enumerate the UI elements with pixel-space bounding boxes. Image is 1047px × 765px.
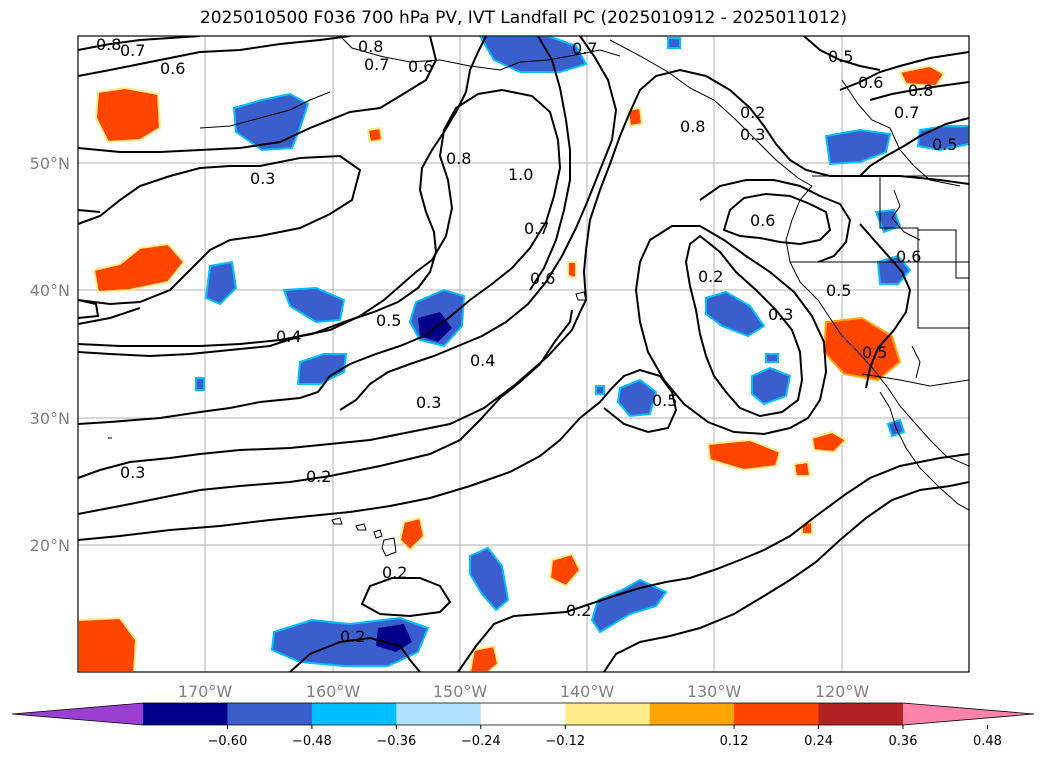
colorbar-tick-label: 0.48 (973, 734, 1002, 749)
colorbar-tick-label: −0.36 (376, 734, 416, 749)
contour-label: 0.5 (376, 311, 401, 330)
colorbar-over-triangle (903, 703, 1034, 725)
map-content (78, 36, 969, 672)
colorbar-segment (480, 703, 566, 725)
map-background (78, 36, 969, 672)
contour-label: 0.4 (276, 327, 301, 346)
colorbar-segment (311, 703, 397, 725)
map-frame (77, 35, 970, 673)
contour-label: 0.2 (566, 601, 591, 620)
colorbar-segment (734, 703, 820, 725)
colorbar-tick-label: −0.24 (461, 734, 501, 749)
lon-label: 140°W (560, 682, 615, 701)
contour-label: 0.7 (894, 103, 919, 122)
contour-label: 0.2 (740, 103, 765, 122)
contour-label: 0.3 (740, 125, 765, 144)
contour-label: 0.6 (160, 59, 185, 78)
contour-label: 0.6 (858, 73, 883, 92)
contour-label: 0.2 (698, 267, 723, 286)
coastlines (199, 36, 969, 511)
contour-label: 0.3 (250, 169, 275, 188)
contour-label: 0.5 (828, 47, 853, 66)
longitude-labels: 170°W 160°W 150°W 140°W 130°W 120°W (178, 682, 870, 701)
colorbar-tick-label: 0.12 (720, 734, 749, 749)
contour-label: 0.4 (470, 351, 495, 370)
contour-label: 0.8 (908, 81, 933, 100)
lat-label: 50°N (30, 154, 70, 173)
contour-label: 0.3 (768, 305, 793, 324)
contour-label: 0.5 (862, 343, 887, 362)
contour-label: 0.8 (446, 149, 471, 168)
colorbar-tick-label: −0.60 (208, 734, 248, 749)
contour-label: 0.7 (524, 219, 549, 238)
colorbar: −0.60 −0.48 −0.36 −0.24 −0.12 0.12 0.24 0.36 0.4… (11, 702, 1035, 749)
contour-label: 0.7 (120, 41, 145, 60)
colorbar-tick-label: 0.36 (889, 734, 918, 749)
lon-label: 130°W (687, 682, 742, 701)
lat-label: 20°N (30, 536, 70, 555)
contour-label: 0.2 (340, 627, 365, 646)
contour-label: 0.8 (358, 37, 383, 56)
contour-label: 0.6 (750, 211, 775, 230)
contour-label: 0.6 (530, 269, 555, 288)
lon-label: 150°W (433, 682, 488, 701)
colorbar-tick-label: −0.48 (292, 734, 332, 749)
contour-label: 0.2 (382, 563, 407, 582)
pv-contours (78, 36, 969, 672)
lon-label: 120°W (815, 682, 870, 701)
contour-label: 0.5 (826, 281, 851, 300)
colorbar-segment (396, 703, 482, 725)
positive-shading (78, 64, 946, 672)
colorbar-segment (818, 703, 904, 725)
lon-label: 170°W (178, 682, 233, 701)
contour-label: 0.7 (572, 39, 597, 58)
colorbar-segment (143, 703, 228, 725)
colorbar-tick-label: −0.12 (545, 734, 585, 749)
contour-label: 0.5 (932, 135, 957, 154)
contour-label: 0.7 (364, 55, 389, 74)
lat-label: 30°N (30, 409, 70, 428)
lat-label: 40°N (30, 281, 70, 300)
contour-label: 0.8 (96, 35, 121, 54)
colorbar-under-triangle (12, 703, 143, 725)
contour-label: 0.3 (120, 463, 145, 482)
latitude-labels: 50°N 40°N 30°N 20°N (30, 154, 70, 555)
colorbar-outline (11, 702, 1035, 726)
colorbar-segment (565, 703, 651, 725)
colorbar-segment (649, 703, 735, 725)
colorbar-tick-label: 0.24 (804, 734, 833, 749)
contour-label: 0.8 (680, 117, 705, 136)
contour-label: 0.5 (652, 391, 677, 410)
contour-label: 0.3 (416, 393, 441, 412)
contour-label: 1.0 (508, 165, 533, 184)
contour-labels: 0.8 0.7 0.6 0.8 0.7 0.6 0.7 0.5 0.6 0.7 … (96, 35, 957, 646)
lon-label: 160°W (306, 682, 361, 701)
contour-label: 0.6 (896, 247, 921, 266)
colorbar-segment (227, 703, 313, 725)
contour-label: 0.6 (408, 57, 433, 76)
map-title: 2025010500 F036 700 hPa PV, IVT Landfall… (199, 8, 847, 28)
contour-label: 0.2 (306, 467, 331, 486)
